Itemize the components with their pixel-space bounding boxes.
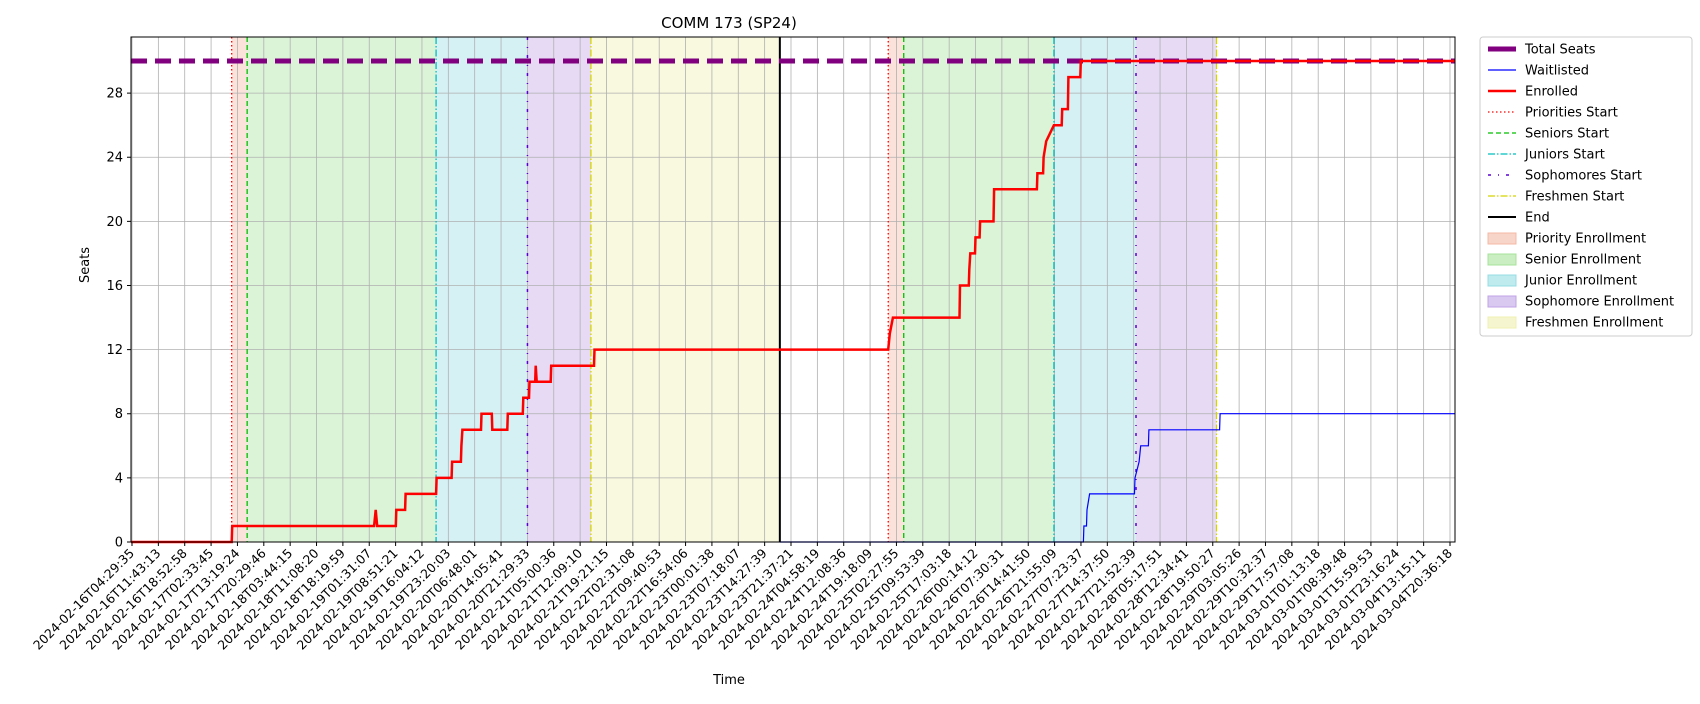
- chart-title: COMM 173 (SP24): [661, 14, 797, 32]
- legend-label: Juniors Start: [1524, 148, 1605, 163]
- enrolled-line: [131, 59, 1455, 544]
- data-series: [131, 58, 1455, 544]
- legend-label: Junior Enrollment: [1524, 274, 1637, 289]
- y-tick-label: 24: [106, 151, 123, 166]
- legend-box: [1479, 36, 1693, 337]
- legend-swatch: [1487, 232, 1517, 245]
- phase-band: [231, 37, 248, 542]
- plot-frame: [130, 36, 1456, 543]
- phase-markers: [231, 37, 1218, 542]
- phase-band: [436, 37, 528, 542]
- grid-lines: [131, 37, 1455, 543]
- legend-label: Freshmen Start: [1525, 190, 1624, 205]
- phase-band: [1136, 37, 1217, 542]
- legend-label: Senior Enrollment: [1525, 253, 1641, 268]
- axes: 04812162024282024-02-16T04:29:352024-02-…: [30, 36, 1456, 653]
- y-tick-label: 20: [106, 215, 123, 230]
- y-tick-label: 0: [115, 536, 123, 551]
- y-tick-label: 16: [106, 279, 123, 294]
- legend-label: Total Seats: [1524, 43, 1596, 58]
- phase-band: [903, 37, 1054, 542]
- phase-band: [527, 37, 591, 542]
- legend-label: Sophomore Enrollment: [1525, 295, 1674, 310]
- phase-band: [1053, 37, 1137, 542]
- legend-label: Enrolled: [1525, 85, 1578, 100]
- legend-swatch: [1487, 274, 1517, 287]
- phase-band: [247, 37, 437, 542]
- legend-label: Seniors Start: [1525, 127, 1609, 142]
- y-tick-label: 4: [115, 471, 123, 486]
- legend-label: Freshmen Enrollment: [1525, 316, 1663, 331]
- legend-swatch: [1487, 253, 1517, 266]
- legend-swatch: [1487, 295, 1517, 308]
- legend-label: End: [1525, 211, 1550, 226]
- y-tick-label: 28: [106, 87, 123, 102]
- legend-label: Sophomores Start: [1525, 169, 1642, 184]
- x-axis-label: Time: [712, 673, 745, 688]
- legend-label: Priorities Start: [1525, 106, 1618, 121]
- legend: Total Seats Waitlisted Enrolled Priorities …: [1479, 36, 1693, 337]
- legend-label: Waitlisted: [1525, 64, 1589, 79]
- phase-bands: [231, 37, 1217, 542]
- phase-band: [888, 37, 904, 542]
- waitlisted-line: [779, 413, 1455, 543]
- y-tick-label: 8: [115, 407, 123, 422]
- legend-swatch: [1487, 316, 1517, 329]
- y-tick-label: 12: [106, 343, 123, 358]
- legend-label: Priority Enrollment: [1525, 232, 1646, 247]
- y-axis-label: Seats: [78, 247, 93, 283]
